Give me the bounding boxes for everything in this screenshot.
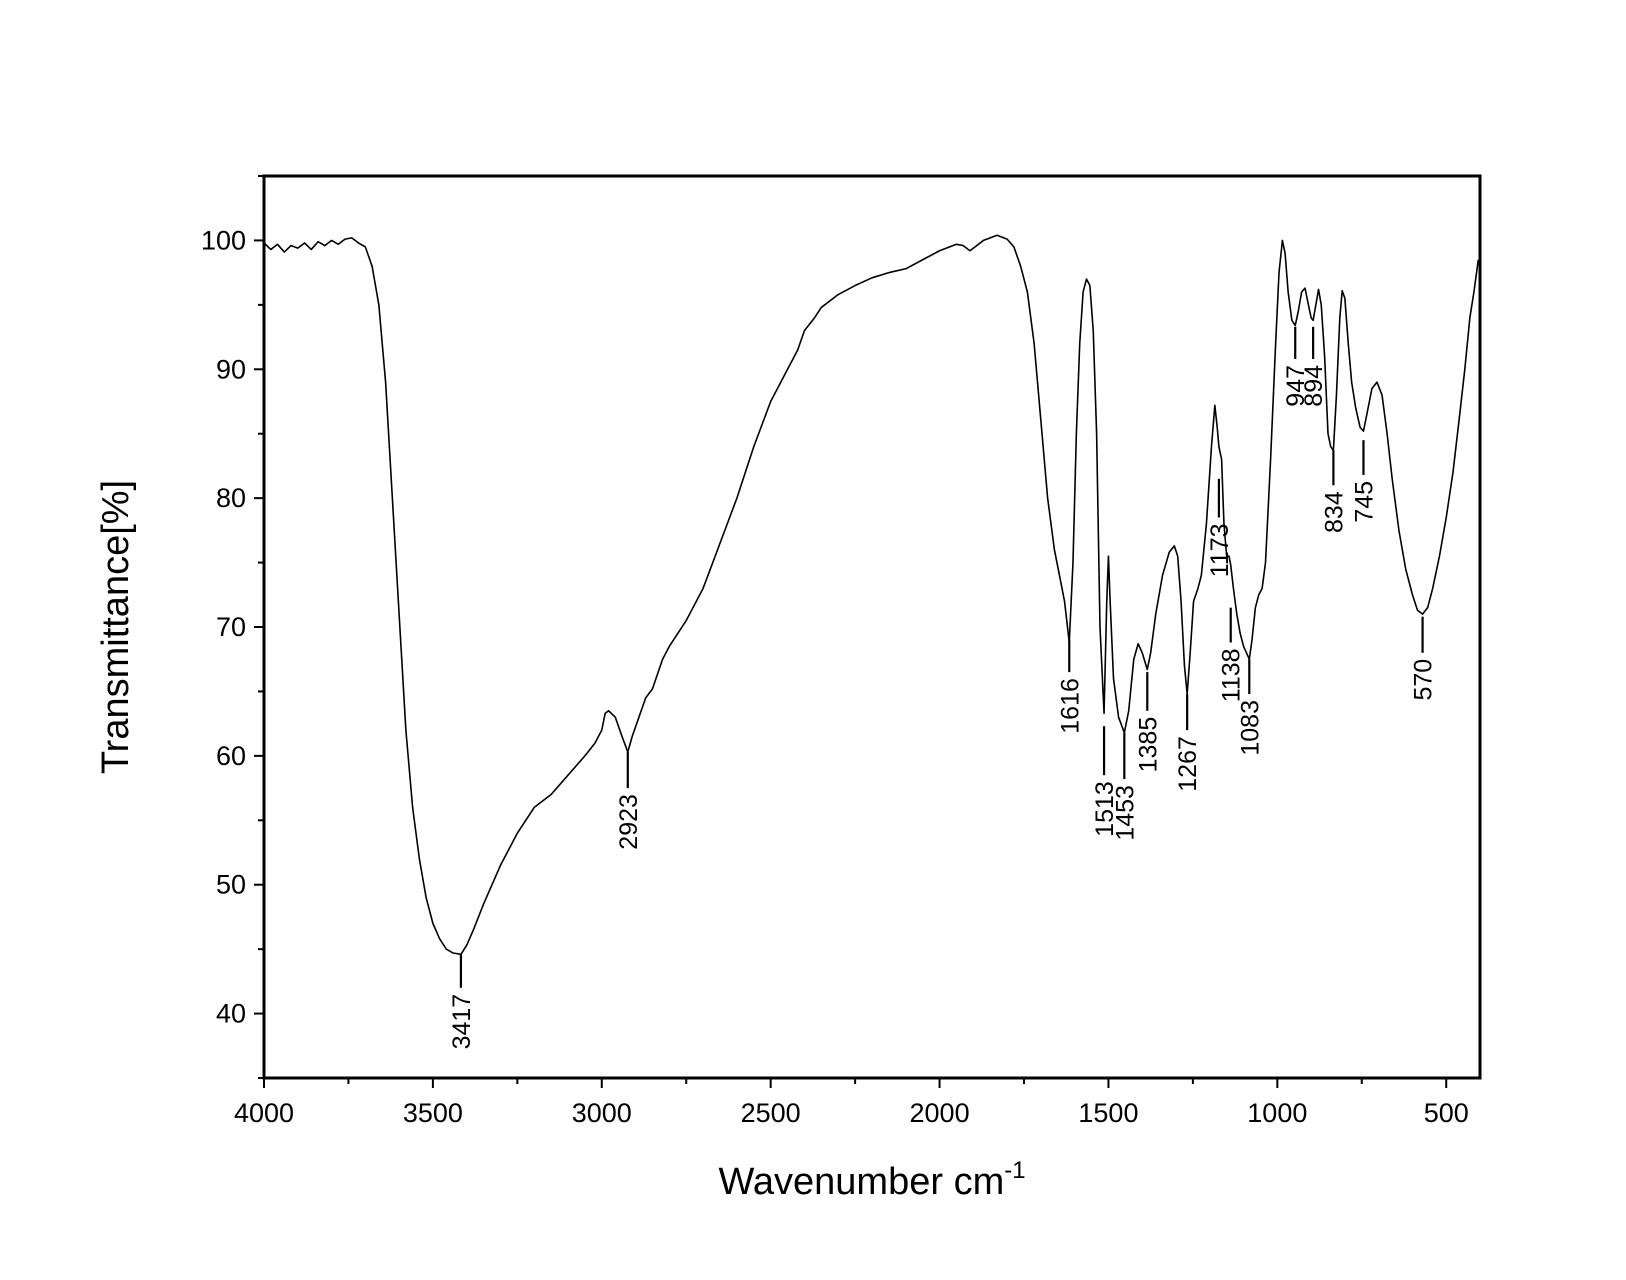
y-tick-label: 90 [216, 354, 246, 384]
y-tick-label: 60 [216, 741, 246, 771]
peak-label: 834 [1320, 491, 1348, 533]
x-tick-label: 4000 [234, 1098, 294, 1128]
peak-label: 1138 [1218, 648, 1246, 702]
y-axis-ticks: 40 50 60 70 80 90 100 [201, 175, 264, 1079]
x-axis-title-superscript: -1 [1004, 1157, 1025, 1184]
peak-label: 1267 [1174, 736, 1202, 792]
peak-label: 894 [1300, 365, 1328, 407]
y-tick-label: 100 [201, 225, 246, 255]
y-axis-title: Transmittance[%] [95, 480, 137, 774]
plot-area [263, 234, 1480, 956]
y-tick-label: 70 [216, 612, 246, 642]
peak-label: 1173 [1206, 523, 1234, 577]
x-tick-label: 2500 [741, 1098, 801, 1128]
x-tick-label: 3500 [403, 1098, 463, 1128]
x-tick-label: 3000 [572, 1098, 632, 1128]
y-tick-label: 80 [216, 483, 246, 513]
y-tick-label: 40 [216, 999, 246, 1029]
peak-label: 1616 [1056, 678, 1084, 734]
x-axis-title-text: Wavenumber cm [718, 1161, 1004, 1203]
peak-label: 3417 [448, 994, 476, 1050]
peak-label: 1453 [1111, 785, 1139, 841]
x-tick-label: 1000 [1247, 1098, 1307, 1128]
peak-label: 1513 [1091, 781, 1119, 837]
x-axis-title: Wavenumber cm-1 [718, 1157, 1025, 1203]
peak-label: 1083 [1236, 700, 1264, 756]
x-tick-label: 2000 [910, 1098, 970, 1128]
y-tick-label: 50 [216, 870, 246, 900]
x-tick-label: 1500 [1078, 1098, 1138, 1128]
spectrum-line [263, 234, 1480, 956]
peak-label: 947 [1282, 365, 1310, 407]
peak-label: 745 [1350, 481, 1378, 523]
x-axis-ticks: 4000 3500 3000 2500 2000 1500 1000 500 [234, 1078, 1469, 1128]
peak-label: 1385 [1134, 717, 1162, 773]
x-tick-label: 500 [1424, 1098, 1469, 1128]
peak-label: 570 [1410, 659, 1438, 701]
peak-label: 2923 [615, 794, 643, 850]
plot-frame [262, 174, 1482, 1080]
